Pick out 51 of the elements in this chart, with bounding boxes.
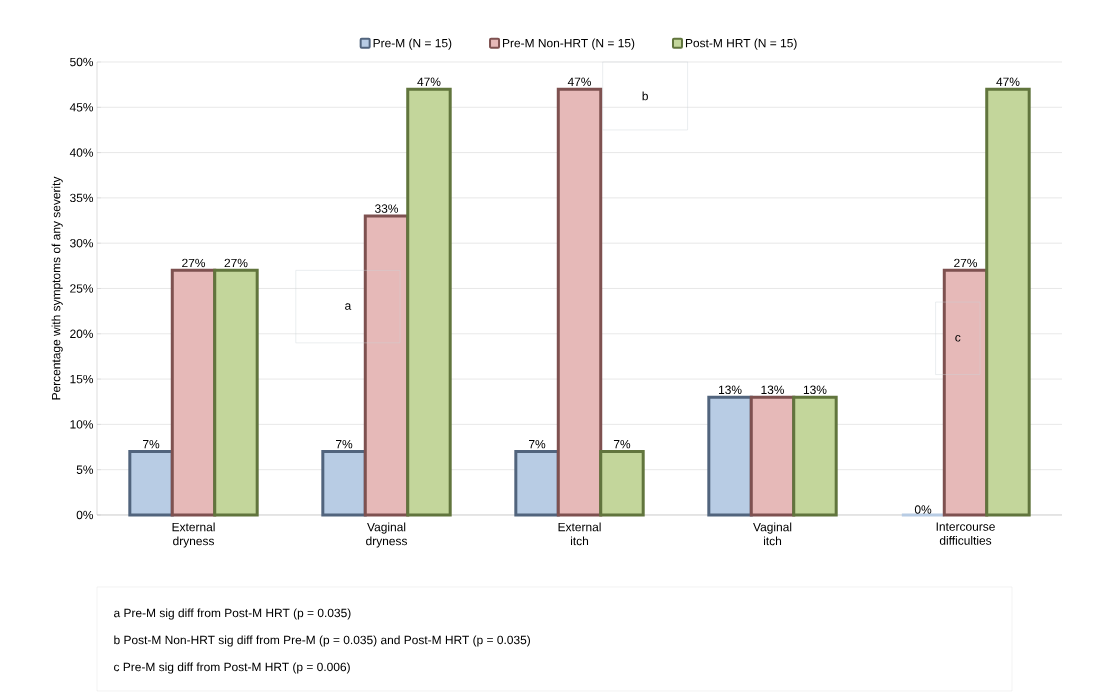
data-label: 7% xyxy=(613,440,631,449)
bar xyxy=(707,395,753,517)
data-label: 47% xyxy=(417,77,441,86)
bar xyxy=(128,450,174,517)
y-tick-label: 25% xyxy=(70,284,94,293)
data-label: 13% xyxy=(718,385,742,394)
text: a Pre-M sig diff from Post-M HRT (p = 0.035) xyxy=(114,608,351,620)
y-tick-label: 10% xyxy=(70,420,94,429)
text: b Post-M Non-HRT sig diff from Pre-M (p = 0.035) and Post-M HRT (p = 0.035) xyxy=(114,635,530,647)
x-tick-label: Vaginal itch xyxy=(753,522,792,546)
y-tick-label: 5% xyxy=(76,465,94,474)
bar xyxy=(213,268,259,517)
bar xyxy=(985,87,1031,517)
data-label: 47% xyxy=(996,77,1020,86)
legend-label: Post-M HRT (N = 15) xyxy=(685,38,797,50)
data-label: 27% xyxy=(954,258,978,268)
y-tick-label: 30% xyxy=(70,238,94,248)
y-tick-label: 40% xyxy=(69,148,94,157)
annotation: c xyxy=(955,335,961,342)
data-label: 33% xyxy=(375,204,399,213)
y-tick-label: 45% xyxy=(69,103,94,112)
bar xyxy=(406,87,452,517)
x-tick-label: Intercourse difficulties xyxy=(936,522,995,545)
x-tick-label: External itch xyxy=(558,522,601,546)
y-tick-label: 0% xyxy=(76,510,94,520)
text: c Pre-M sig diff from Post-M HRT (p = 0.006) xyxy=(114,662,350,674)
y-tick-label: 20% xyxy=(70,329,94,339)
legend-label: Pre-M (N = 15) xyxy=(373,38,452,50)
y-tick-label: 50% xyxy=(70,57,94,67)
y-tick-label: 35% xyxy=(70,193,94,203)
bar xyxy=(792,395,838,517)
data-label: 27% xyxy=(224,258,248,268)
bar xyxy=(599,450,645,517)
data-label: 13% xyxy=(803,385,827,394)
y-axis-title: Percentage with symptoms of any severity xyxy=(51,176,63,400)
bar xyxy=(514,450,560,517)
data-label: 7% xyxy=(143,440,160,449)
x-tick-label: External dryness xyxy=(172,522,215,548)
data-label: 47% xyxy=(567,77,592,86)
bar xyxy=(556,87,603,517)
annotation: a xyxy=(345,303,352,310)
bar xyxy=(321,450,367,517)
x-tick-label: Vaginal dryness xyxy=(366,522,407,548)
data-label: 0% xyxy=(914,505,932,514)
y-tick-label: 15% xyxy=(70,374,94,384)
legend-label: Pre-M Non-HRT (N = 15) xyxy=(503,38,635,50)
data-label: 13% xyxy=(761,385,785,394)
data-label: 7% xyxy=(336,440,353,449)
data-label: 7% xyxy=(529,440,546,449)
data-label: 27% xyxy=(182,258,206,268)
annotation: b xyxy=(642,91,648,101)
